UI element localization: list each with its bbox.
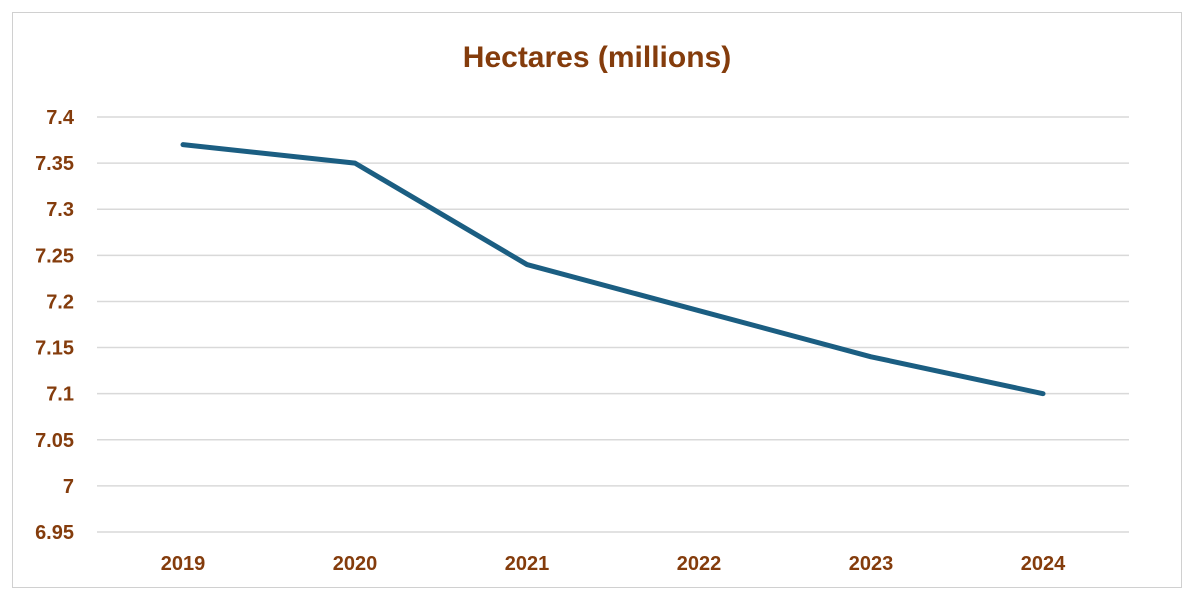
series-layer	[180, 142, 1046, 397]
y-tick-label: 7.35	[35, 153, 74, 175]
y-tick-label: 6.95	[35, 522, 74, 544]
x-tick-label: 2024	[1021, 553, 1066, 575]
y-tick-label: 7.3	[46, 199, 74, 221]
series-line	[180, 142, 1046, 397]
x-tick-label: 2020	[333, 553, 378, 575]
y-tick-label: 7.4	[46, 107, 75, 129]
y-tick-label: 7.1	[46, 384, 74, 406]
y-tick-label: 7.05	[35, 430, 74, 452]
x-tick-label: 2022	[677, 553, 722, 575]
chart-title: Hectares (millions)	[463, 41, 731, 74]
x-tick-label: 2021	[505, 553, 550, 575]
y-tick-label: 7	[63, 476, 74, 498]
y-tick-label: 7.15	[35, 338, 74, 360]
gridlines	[97, 116, 1129, 533]
y-tick-label: 7.25	[35, 245, 74, 267]
x-tick-label: 2023	[849, 553, 894, 575]
chart-frame	[12, 12, 1182, 588]
x-tick-label: 2019	[161, 553, 206, 575]
y-axis-ticks: 7.4 7.35 7.3 7.25 7.2 7.15 7.1 7.05 7 6.95	[35, 107, 75, 544]
y-tick-label: 7.2	[46, 291, 74, 313]
x-axis-ticks: 2019 2020 2021 2022 2023 2024	[161, 553, 1066, 575]
